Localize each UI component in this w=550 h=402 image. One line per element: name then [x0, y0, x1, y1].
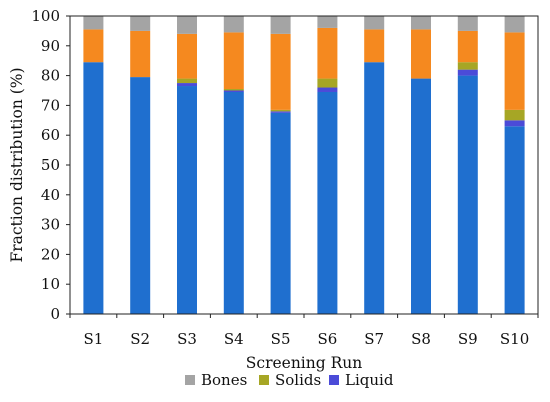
x-tick-label: S8	[411, 330, 431, 348]
bar-segment-bones-s1	[83, 16, 104, 30]
bar-segment-blue-s10	[504, 126, 525, 314]
y-axis-ticks: 0 10 20 30 40 50 60 70 80 90 100	[31, 7, 70, 323]
x-tick-label: S10	[500, 330, 529, 348]
bar-segment-solids-s10	[504, 109, 525, 121]
x-axis-ticks: S1 S2 S3 S4 S5 S6 S7 S8 S9 S10	[69, 314, 539, 348]
y-tick-label: 60	[41, 126, 60, 144]
bar-segment-solids-s3	[177, 78, 197, 84]
bar-segment-bones-s4	[223, 16, 244, 33]
bar-segment-orange-s9	[457, 30, 478, 63]
x-tick-label: S7	[364, 330, 384, 348]
bar-segment-solids-s9	[457, 62, 478, 70]
x-tick-label: S1	[83, 330, 103, 348]
x-tick-label: S2	[130, 330, 150, 348]
legend-label-solids: Solids	[275, 371, 321, 389]
bars-layer	[83, 16, 525, 315]
bar-segment-liquid-s5	[270, 111, 291, 113]
bar-segment-orange-s5	[270, 33, 291, 110]
bar-segment-bones-s6	[317, 16, 338, 28]
y-axis-title: Fraction distribution (%)	[8, 67, 26, 262]
bar-segment-liquid-s10	[504, 120, 525, 127]
bar-segment-bones-s9	[457, 16, 478, 31]
bar-segment-orange-s3	[177, 33, 197, 79]
bar-segment-orange-s8	[411, 29, 431, 79]
legend-swatch-bones	[185, 375, 195, 385]
y-tick-label: 30	[41, 216, 60, 234]
bar-segment-blue-s7	[364, 62, 385, 314]
bar-segment-blue-s5	[270, 112, 291, 314]
bar-segment-blue-s3	[177, 86, 197, 314]
bar-segment-bones-s10	[504, 16, 525, 33]
bar-segment-blue-s2	[130, 77, 151, 314]
y-tick-label: 10	[41, 275, 60, 293]
bar-segment-orange-s2	[130, 30, 151, 78]
bar-segment-bones-s8	[411, 16, 431, 30]
bar-segment-liquid-s6	[317, 87, 338, 92]
bar-segment-bones-s7	[364, 16, 385, 30]
bar-segment-blue-s6	[317, 91, 338, 315]
bar-segment-solids-s5	[270, 109, 291, 112]
bar-segment-orange-s4	[223, 32, 244, 90]
y-tick-label: 80	[41, 67, 60, 85]
bar-segment-orange-s7	[364, 29, 385, 63]
x-tick-label: S3	[177, 330, 197, 348]
x-tick-label: S5	[271, 330, 291, 348]
bar-segment-blue-s9	[457, 75, 478, 314]
bar-segment-blue-s4	[223, 91, 244, 315]
bar-segment-orange-s1	[83, 29, 104, 63]
legend: Bones Solids Liquid	[185, 371, 394, 389]
bar-segment-bones-s3	[177, 16, 197, 34]
y-tick-label: 20	[41, 245, 60, 263]
y-tick-label: 40	[41, 186, 60, 204]
bar-segment-bones-s2	[130, 16, 151, 31]
bar-segment-blue-s8	[411, 78, 431, 314]
bar-segment-liquid-s9	[457, 69, 478, 76]
y-tick-label: 0	[50, 305, 60, 323]
bar-segment-orange-s10	[504, 32, 525, 110]
y-tick-label: 50	[41, 156, 60, 174]
x-tick-label: S4	[224, 330, 244, 348]
bar-segment-bones-s5	[270, 16, 291, 34]
bar-segment-liquid-s4	[223, 90, 244, 92]
legend-label-liquid: Liquid	[345, 371, 394, 389]
y-tick-label: 100	[31, 7, 60, 25]
bar-segment-orange-s6	[317, 27, 338, 79]
bar-segment-solids-s4	[223, 89, 244, 91]
x-axis-title: Screening Run	[246, 354, 362, 372]
legend-swatch-liquid	[329, 375, 339, 385]
bar-segment-solids-s6	[317, 78, 338, 88]
x-tick-label: S6	[317, 330, 337, 348]
y-tick-label: 70	[41, 96, 60, 114]
legend-swatch-solids	[259, 375, 269, 385]
y-tick-label: 90	[41, 37, 60, 55]
x-tick-label: S9	[458, 330, 478, 348]
bar-segment-liquid-s3	[177, 83, 197, 87]
legend-label-bones: Bones	[201, 371, 247, 389]
bar-segment-blue-s1	[83, 62, 104, 314]
